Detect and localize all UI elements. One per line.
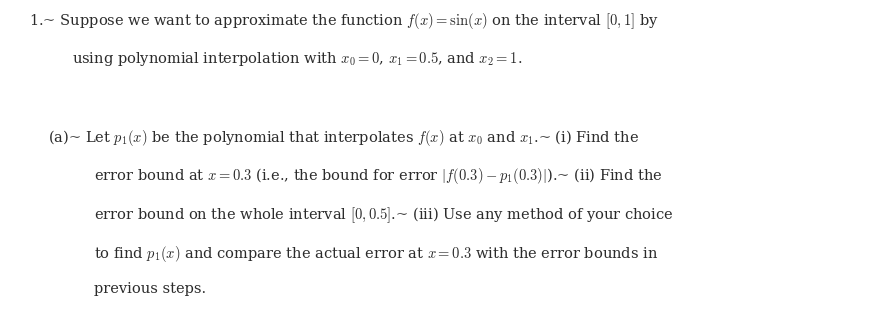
Text: error bound on the whole interval $[0, 0.5]$.~ (iii) Use any method of your choi: error bound on the whole interval $[0, 0… <box>94 205 673 225</box>
Text: error bound at $x = 0.3$ (i.e., the bound for error $|f(0.3) - p_1(0.3)|$).~ (ii: error bound at $x = 0.3$ (i.e., the boun… <box>94 166 662 186</box>
Text: to find $p_1(x)$ and compare the actual error at $x = 0.3$ with the error bounds: to find $p_1(x)$ and compare the actual … <box>94 244 658 264</box>
Text: previous steps.: previous steps. <box>94 282 206 297</box>
Text: using polynomial interpolation with $x_0 = 0$, $x_1 = 0.5$, and $x_2 = 1$.: using polynomial interpolation with $x_0… <box>72 50 522 68</box>
Text: (a)~ Let $p_1(x)$ be the polynomial that interpolates $f(x)$ at $x_0$ and $x_1$.: (a)~ Let $p_1(x)$ be the polynomial that… <box>48 128 639 148</box>
Text: 1.~ Suppose we want to approximate the function $f(x) = \sin(x)$ on the interval: 1.~ Suppose we want to approximate the f… <box>29 11 659 31</box>
